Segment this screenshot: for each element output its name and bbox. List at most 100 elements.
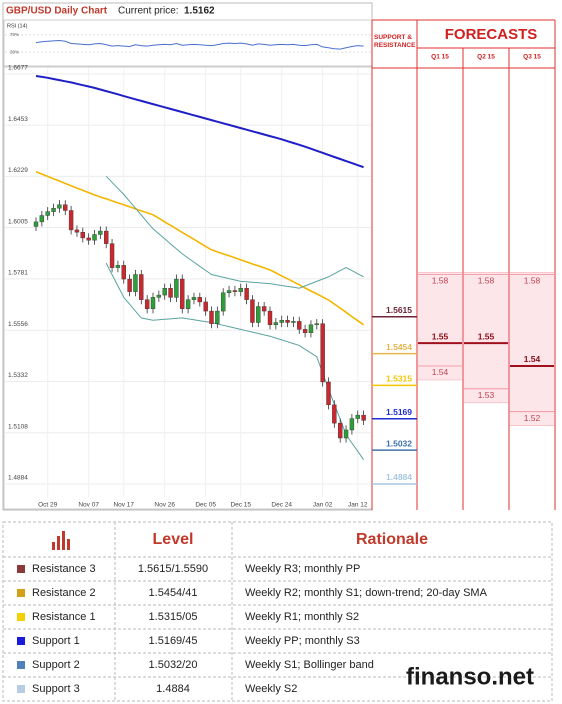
y-tick-label: 1.5781 xyxy=(8,270,28,277)
y-tick-label: 1.5108 xyxy=(8,423,28,430)
row-swatch xyxy=(17,589,25,597)
table-icon xyxy=(52,531,70,550)
chart-frame xyxy=(2,2,373,511)
level-value: 1.4884 xyxy=(156,683,190,695)
rsi-tick-label: 30% xyxy=(10,49,19,54)
rsi-title: RSI (14) xyxy=(7,23,28,29)
level-rationale: Weekly S2 xyxy=(245,683,297,695)
candle-body xyxy=(174,278,179,298)
forecast-value: 1.55 xyxy=(478,331,495,341)
candle-body xyxy=(80,231,86,239)
table-header: Level xyxy=(153,531,194,548)
level-name: Resistance 2 xyxy=(32,587,96,599)
level-name: Support 2 xyxy=(32,659,80,671)
candle-body xyxy=(220,292,226,312)
candle-body xyxy=(39,215,45,223)
y-tick-label: 1.6677 xyxy=(8,65,28,72)
candle-body xyxy=(180,278,185,309)
table-frame xyxy=(2,521,553,702)
forecast-value: 1.58 xyxy=(478,276,495,286)
row-swatch xyxy=(17,685,25,693)
x-tick-label: Nov 07 xyxy=(78,502,99,509)
row-swatch xyxy=(17,565,25,573)
candle-body xyxy=(98,230,103,235)
candle-body xyxy=(127,278,132,292)
forecast-band xyxy=(463,272,509,404)
level-value: 1.5169/45 xyxy=(149,635,198,647)
forecast-band xyxy=(417,272,463,381)
y-tick-label: 1.5332 xyxy=(8,372,28,379)
indicator-line xyxy=(105,175,364,289)
candle-body xyxy=(115,265,121,268)
candle-body xyxy=(74,229,80,233)
level-name: Resistance 1 xyxy=(32,611,96,623)
current-price: 1.5162 xyxy=(184,6,215,17)
y-tick-label: 1.6229 xyxy=(8,167,28,174)
x-tick-label: Oct 29 xyxy=(38,502,58,509)
x-tick-label: Jan 02 xyxy=(313,502,333,509)
candle-body xyxy=(215,310,220,324)
candle-body xyxy=(343,429,349,439)
candle-body xyxy=(209,310,214,324)
candle-body xyxy=(86,237,91,241)
y-tick-label: 1.6453 xyxy=(8,116,28,123)
level-rationale: Weekly R2; monthly S1; down-trend; 20-da… xyxy=(245,587,488,599)
candle-body xyxy=(45,211,50,216)
table-header: Rationale xyxy=(356,531,428,548)
forecasts-title: FORECASTS xyxy=(445,26,538,43)
row-swatch xyxy=(17,613,25,621)
level-value: 1.5315/05 xyxy=(149,611,198,623)
row-swatch xyxy=(17,637,25,645)
candle-body xyxy=(244,288,249,300)
y-tick-label: 1.5556 xyxy=(8,321,28,328)
candle-body xyxy=(349,418,355,431)
candle-body xyxy=(133,274,138,292)
candle-body xyxy=(162,288,167,296)
level-rationale: Weekly PP; monthly S3 xyxy=(245,635,360,647)
candle-body xyxy=(139,274,144,300)
current-price-label: Current price: xyxy=(118,6,179,17)
candle-body xyxy=(308,324,314,334)
candle-body xyxy=(191,297,197,300)
level-value: 1.5454/41 xyxy=(149,587,198,599)
level-label: 1.4884 xyxy=(386,472,412,482)
forecast-value: 1.58 xyxy=(432,276,449,286)
candle-body xyxy=(355,414,360,419)
forecast-band xyxy=(509,272,555,426)
level-rationale: Weekly S1; Bollinger band xyxy=(245,659,374,671)
level-name: Support 1 xyxy=(32,635,80,647)
level-value: 1.5615/1.5590 xyxy=(138,563,208,575)
watermark: finanso.net xyxy=(406,663,534,690)
candle-body xyxy=(261,306,267,312)
candle-body xyxy=(314,323,319,326)
candle-body xyxy=(332,404,337,424)
forecast-column: Q2 15 xyxy=(477,54,495,61)
candle-body xyxy=(291,321,296,323)
forecast-value: 1.58 xyxy=(524,276,541,286)
row-swatch xyxy=(17,661,25,669)
candle-body xyxy=(285,320,290,323)
forecast-value: 1.54 xyxy=(432,367,449,377)
x-tick-label: Dec 05 xyxy=(195,502,216,509)
candle-body xyxy=(320,323,325,383)
level-label: 1.5032 xyxy=(386,438,412,448)
forecast-value: 1.55 xyxy=(432,331,449,341)
y-tick-label: 1.4884 xyxy=(8,475,28,482)
candle-body xyxy=(361,414,366,421)
candle-body xyxy=(273,322,279,326)
candle-body xyxy=(57,204,62,209)
indicator-line xyxy=(35,171,365,326)
forecast-column: Q1 15 xyxy=(431,54,449,61)
rsi-tick-label: 70% xyxy=(10,32,19,37)
level-label: 1.5454 xyxy=(386,342,412,352)
candle-body xyxy=(279,320,284,323)
candle-body xyxy=(168,288,173,298)
candle-body xyxy=(68,210,74,231)
x-tick-label: Dec 24 xyxy=(271,502,292,509)
forecast-value: 1.54 xyxy=(524,354,541,364)
candle-body xyxy=(185,299,191,309)
candle-body xyxy=(238,288,243,292)
forecast-value: 1.52 xyxy=(524,413,541,423)
